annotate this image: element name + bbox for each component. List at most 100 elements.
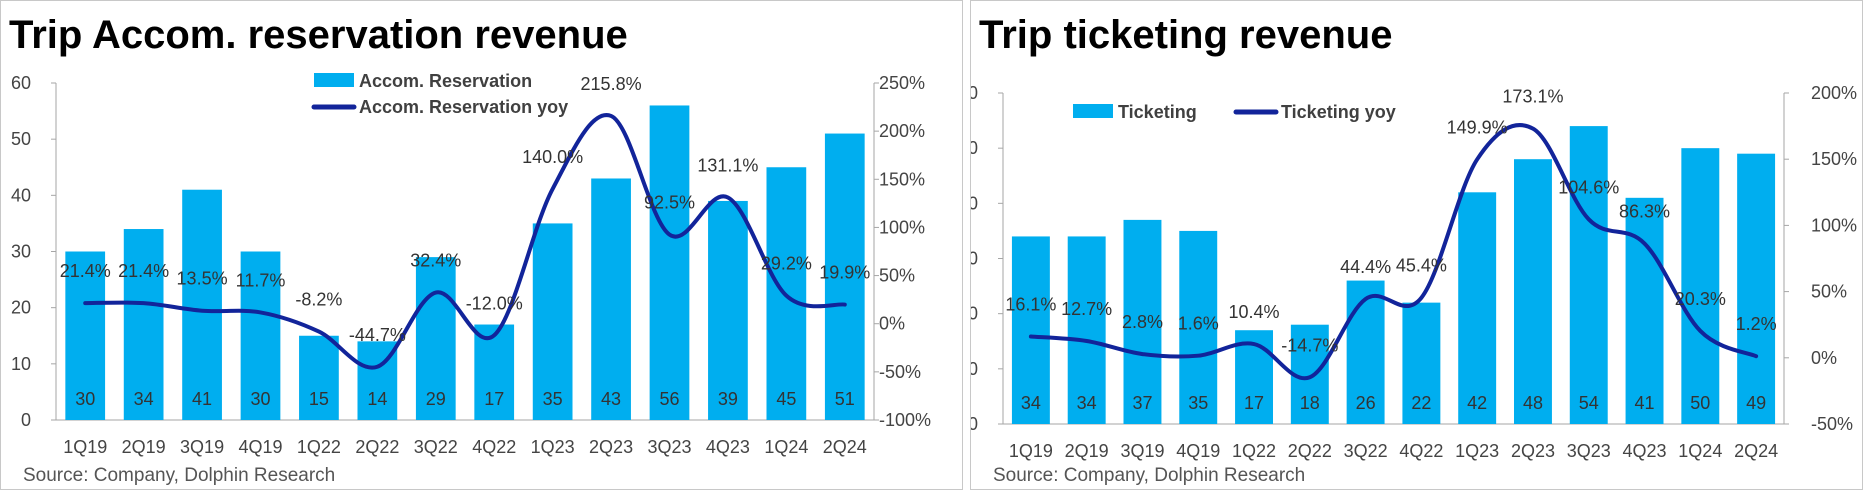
- bar: [240, 251, 281, 420]
- x-tick-label: 2Q23: [589, 437, 633, 457]
- x-tick-label: 2Q23: [1511, 441, 1555, 461]
- bar: [1179, 230, 1218, 424]
- y-tick-label-right: -50%: [1811, 414, 1853, 434]
- y-tick-label-right: -100%: [879, 410, 931, 430]
- x-tick-label: 4Q22: [472, 437, 516, 457]
- y-tick-label-right: 200%: [879, 121, 925, 141]
- bar-label: 49: [1746, 393, 1766, 413]
- bar: [1067, 236, 1106, 424]
- y-tick-label-left: 50: [11, 129, 31, 149]
- bar-label: 30: [75, 389, 95, 409]
- bar: [1569, 126, 1608, 424]
- legend-swatch-bar: [314, 73, 354, 87]
- bar: [1011, 236, 1050, 424]
- bar: [65, 251, 106, 420]
- bar-label: 41: [1635, 393, 1655, 413]
- bar: [1123, 219, 1162, 424]
- yoy-label: -12.0%: [466, 293, 523, 313]
- y-tick-label-left: 20: [11, 298, 31, 318]
- bar-label: 14: [367, 389, 387, 409]
- x-tick-label: 1Q23: [531, 437, 575, 457]
- x-tick-label: 4Q22: [1399, 441, 1443, 461]
- chart-panel-accom: Trip Accom. reservation revenue 0 10 20 30 4…: [0, 0, 963, 490]
- x-tick-label: 3Q23: [647, 437, 691, 457]
- bar-label: 15: [309, 389, 329, 409]
- bar: [1513, 159, 1552, 424]
- x-tick-label: 1Q23: [1455, 441, 1499, 461]
- yoy-label: 20.3%: [1675, 289, 1726, 309]
- bar: [474, 324, 515, 420]
- yoy-label: 21.4%: [60, 261, 111, 281]
- x-tick-label: 1Q22: [297, 437, 341, 457]
- bar-label: 17: [484, 389, 504, 409]
- chart-accom-svg: 0 10 20 30 40 50 60 -100% -50% 0% 50% 100% 150% 200% 2…: [11, 71, 931, 457]
- bar: [824, 133, 865, 421]
- chart-ticketing-svg: 0 10 20 30 40 50 60 -50% 0% 50% 100% 150% 200% 34 34 37…: [971, 83, 1857, 461]
- y-tick-label-left: 40: [11, 185, 31, 205]
- yoy-label: 1.6%: [1178, 314, 1219, 334]
- y-tick-label-left: 60: [11, 73, 31, 93]
- bar: [123, 229, 164, 420]
- yoy-label: -8.2%: [295, 290, 342, 310]
- yoy-label: 10.4%: [1229, 302, 1280, 322]
- yoy-label: 16.1%: [1005, 294, 1056, 314]
- x-tick-label: 2Q24: [823, 437, 867, 457]
- x-tick-label: 3Q19: [1120, 441, 1164, 461]
- yoy-label: 45.4%: [1396, 256, 1447, 276]
- legend-label: Ticketing: [1118, 102, 1197, 122]
- bar: [415, 257, 456, 420]
- bar-label: 50: [1690, 393, 1710, 413]
- bar-label: 30: [250, 389, 270, 409]
- yoy-label: 1.2%: [1736, 314, 1777, 334]
- x-tick-label: 2Q19: [1065, 441, 1109, 461]
- chart-source: Source: Company, Dolphin Research: [23, 465, 336, 486]
- chart-title: Trip ticketing revenue: [979, 13, 1393, 57]
- bar-label: 56: [659, 389, 679, 409]
- bar-label: 35: [1188, 393, 1208, 413]
- x-tick-label: 4Q23: [706, 437, 750, 457]
- bar: [1402, 302, 1441, 424]
- y-tick-label-left: 50: [971, 138, 978, 158]
- y-tick-label-right: 0%: [1811, 348, 1837, 368]
- y-tick-label-right: -50%: [879, 362, 921, 382]
- yoy-label: 215.8%: [581, 74, 642, 94]
- x-tick-label: 1Q24: [764, 437, 808, 457]
- bar: [1737, 153, 1776, 424]
- bar-label: 39: [718, 389, 738, 409]
- bar-label: 34: [1021, 393, 1041, 413]
- legend-swatch-bar: [1073, 104, 1113, 118]
- x-tick-label: 4Q19: [238, 437, 282, 457]
- yoy-label: -14.7%: [1281, 335, 1338, 355]
- yoy-label: 173.1%: [1502, 87, 1563, 107]
- bar-label: 48: [1523, 393, 1543, 413]
- legend-label: Ticketing yoy: [1281, 102, 1396, 122]
- bar: [1458, 192, 1497, 424]
- yoy-label: 21.4%: [118, 261, 169, 281]
- y-tick-label-right: 100%: [879, 217, 925, 237]
- bar-label: 34: [1077, 393, 1097, 413]
- bar-label: 54: [1579, 393, 1599, 413]
- y-tick-label-right: 50%: [1811, 282, 1847, 302]
- y-tick-label-left: 0: [971, 414, 978, 434]
- y-tick-label-right: 100%: [1811, 215, 1857, 235]
- yoy-label: 19.9%: [819, 263, 870, 283]
- yoy-label: 11.7%: [236, 270, 286, 290]
- bar-label: 51: [835, 389, 855, 409]
- yoy-line: [83, 113, 847, 370]
- legend-label: Accom. Reservation yoy: [359, 97, 568, 117]
- x-tick-label: 1Q19: [63, 437, 107, 457]
- chart-title: Trip Accom. reservation revenue: [9, 13, 628, 57]
- yoy-label: 149.9%: [1447, 117, 1508, 137]
- y-tick-label-left: 10: [971, 359, 978, 379]
- yoy-label: 44.4%: [1340, 257, 1391, 277]
- x-tick-label: 2Q19: [122, 437, 166, 457]
- x-tick-label: 1Q19: [1009, 441, 1053, 461]
- y-tick-label-left: 40: [971, 193, 978, 213]
- x-tick-label: 4Q19: [1176, 441, 1220, 461]
- yoy-label: 13.5%: [177, 269, 228, 289]
- bar-label: 43: [601, 389, 621, 409]
- bar-label: 34: [134, 389, 154, 409]
- y-tick-label-right: 250%: [879, 73, 925, 93]
- yoy-label: 29.2%: [761, 254, 812, 274]
- yoy-label: 92.5%: [644, 193, 695, 213]
